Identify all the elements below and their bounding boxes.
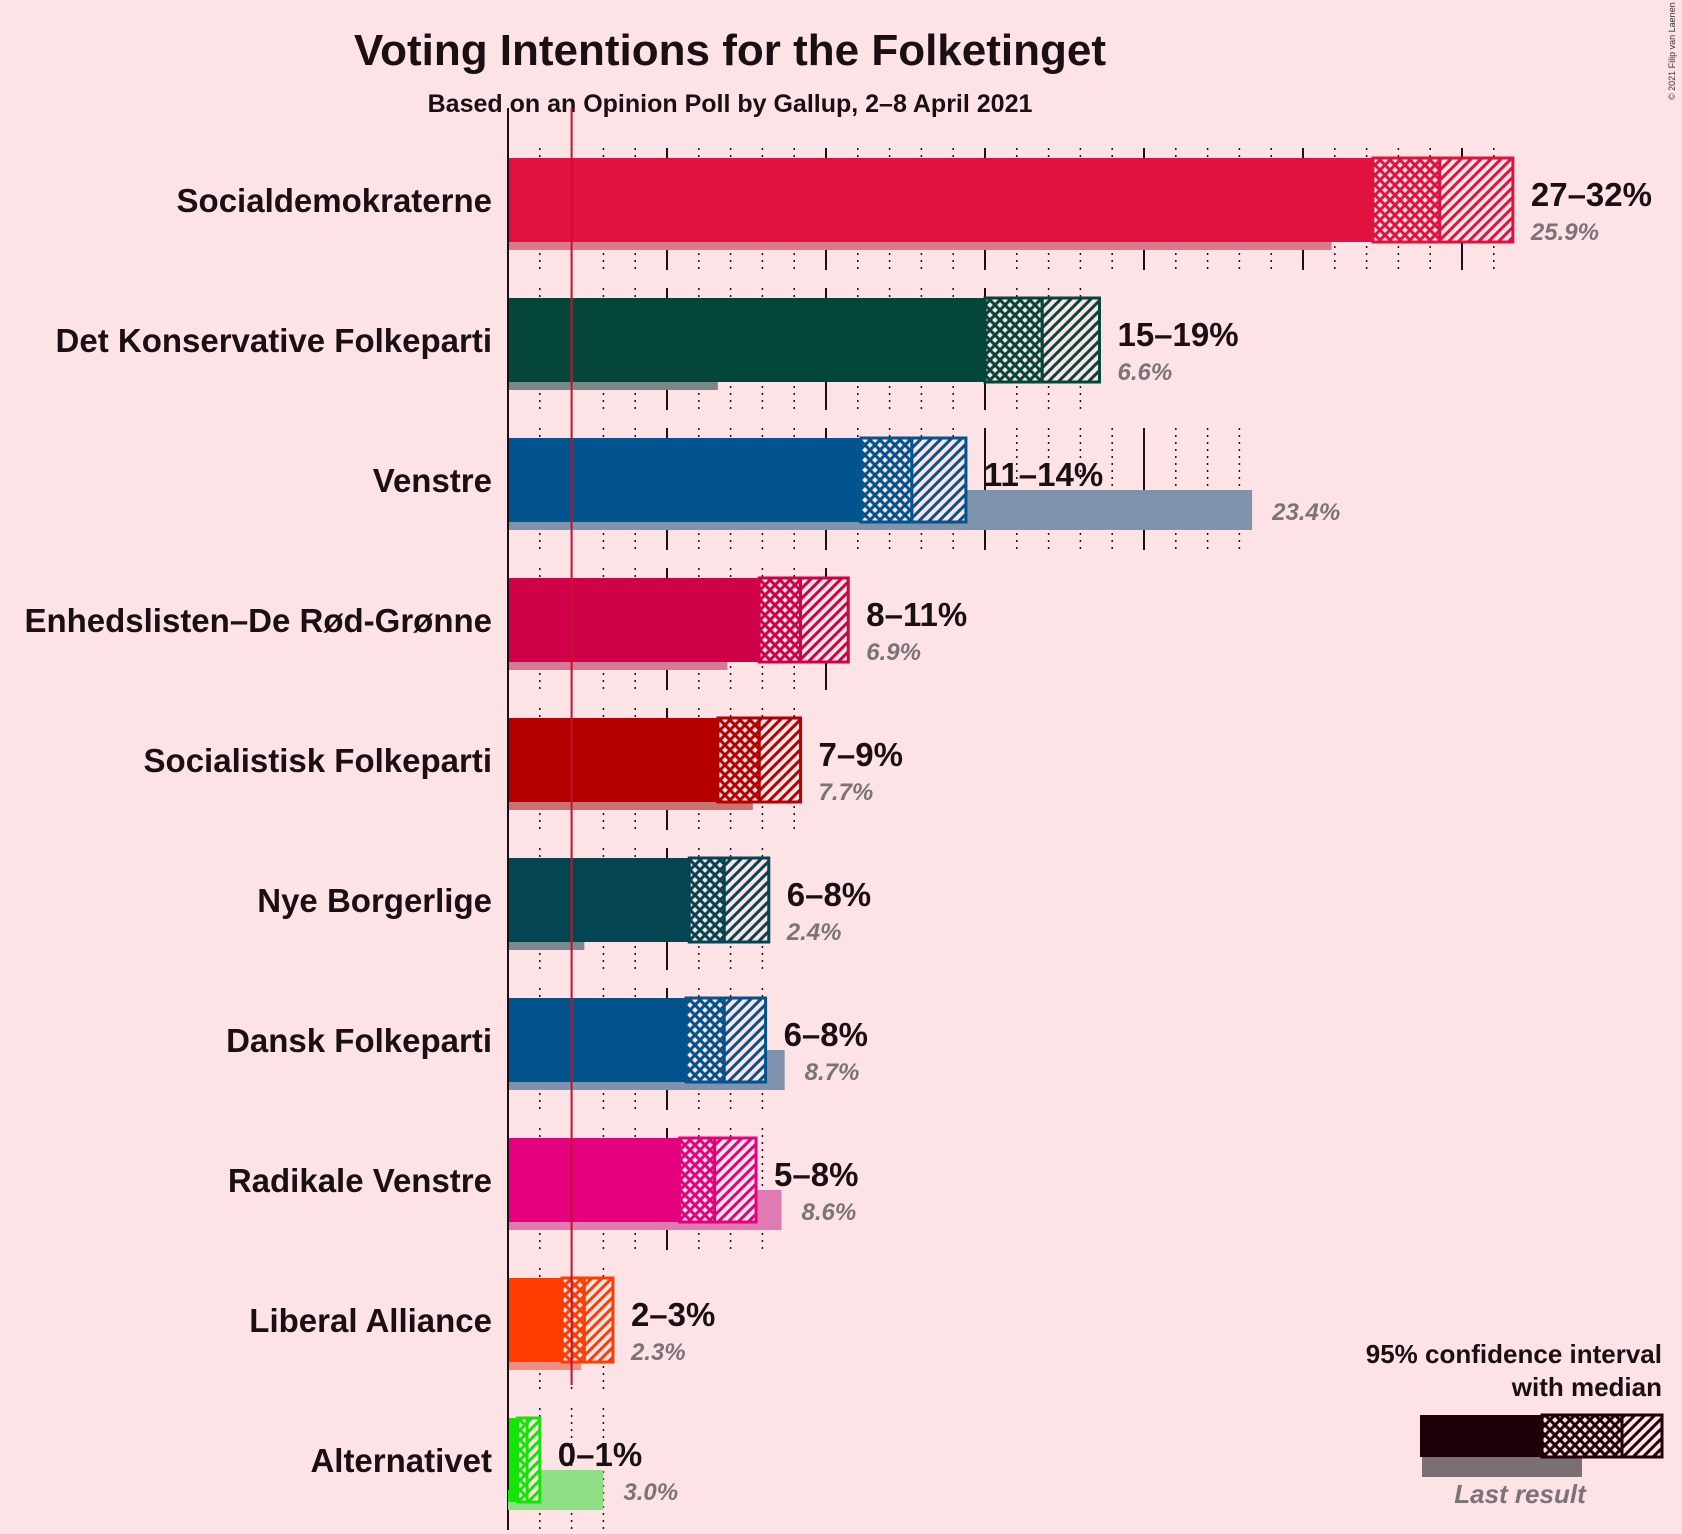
last-result-label: 8.6% xyxy=(801,1199,856,1226)
party-label: Socialdemokraterne xyxy=(177,182,492,219)
ci-bar-hatch xyxy=(910,436,968,524)
last-result-label: 8.7% xyxy=(805,1059,860,1086)
ci-bar-crosshatch xyxy=(684,996,726,1084)
threshold-line xyxy=(507,108,573,1490)
range-label: 0–1% xyxy=(558,1436,642,1473)
ci-bar-solid xyxy=(508,1138,680,1222)
legend-title-line2: with median xyxy=(1511,1372,1662,1402)
ci-bar-crosshatch xyxy=(757,576,803,664)
legend-bar-solid xyxy=(1420,1415,1542,1457)
ci-bar-hatch xyxy=(722,856,771,944)
party-label: Socialistisk Folkeparti xyxy=(144,742,492,779)
ci-bar-solid xyxy=(508,1278,563,1362)
ci-bar-crosshatch xyxy=(687,856,726,944)
range-label: 5–8% xyxy=(774,1156,858,1193)
ci-bar-crosshatch xyxy=(983,296,1044,384)
party-label: Det Konservative Folkeparti xyxy=(56,322,492,359)
last-result-label: 2.3% xyxy=(630,1339,686,1366)
ci-bar-hatch xyxy=(525,1416,542,1504)
party-label: Liberal Alliance xyxy=(249,1302,492,1339)
party-label: Enhedslisten–De Rød-Grønne xyxy=(24,602,492,639)
ci-bar-hatch xyxy=(713,1136,758,1224)
ci-bar-solid xyxy=(508,1418,518,1502)
ci-bar-hatch xyxy=(582,1276,615,1364)
ci-bar-solid xyxy=(508,998,687,1082)
ci-bar-crosshatch xyxy=(716,716,761,804)
ci-bar-hatch xyxy=(1438,156,1515,244)
ci-bar-hatch xyxy=(1040,296,1101,384)
range-label: 6–8% xyxy=(787,876,871,913)
ci-bar-crosshatch xyxy=(560,1276,586,1364)
legend-last-result-label: Last result xyxy=(1454,1479,1587,1509)
range-label: 11–14% xyxy=(984,456,1103,493)
legend-bar-hatch xyxy=(1620,1413,1664,1459)
ci-bar-hatch xyxy=(757,716,803,804)
ci-bar-solid xyxy=(508,578,760,662)
ci-bar-crosshatch xyxy=(859,436,914,524)
ci-bar-solid xyxy=(508,298,985,382)
range-label: 7–9% xyxy=(819,736,903,773)
ci-bar-solid xyxy=(508,718,718,802)
range-label: 2–3% xyxy=(631,1296,715,1333)
range-label: 8–11% xyxy=(866,596,967,633)
range-label: 15–19% xyxy=(1117,316,1238,353)
party-label: Venstre xyxy=(373,462,492,499)
ci-bar-solid xyxy=(508,858,690,942)
ci-bar-crosshatch xyxy=(678,1136,717,1224)
last-result-label: 2.4% xyxy=(786,919,842,946)
ci-bar-hatch xyxy=(722,996,768,1084)
party-label: Radikale Venstre xyxy=(228,1162,492,1199)
party-label: Alternativet xyxy=(310,1442,492,1479)
copyright-note: © 2021 Filip van Laenen xyxy=(1667,2,1677,100)
chart-title: Voting Intentions for the Folketinget xyxy=(354,26,1106,75)
last-result-label: 6.9% xyxy=(866,639,921,666)
last-result-label: 3.0% xyxy=(623,1479,678,1506)
range-label: 6–8% xyxy=(784,1016,868,1053)
chart-subtitle: Based on an Opinion Poll by Gallup, 2–8 … xyxy=(428,90,1033,118)
ci-bar-solid xyxy=(508,438,861,522)
bars: Socialdemokraterne 27–32% 25.9% Det Konserv… xyxy=(24,156,1652,1510)
legend: 95% confidence interval with median Last… xyxy=(1366,1339,1664,1509)
last-result-label: 25.9% xyxy=(1530,219,1599,246)
legend-bar-crosshatch xyxy=(1540,1413,1624,1459)
last-result-label: 7.7% xyxy=(819,779,874,806)
range-label: 27–32% xyxy=(1531,176,1652,213)
party-label: Nye Borgerlige xyxy=(257,882,492,919)
last-result-label: 23.4% xyxy=(1271,499,1340,526)
party-label: Dansk Folkeparti xyxy=(226,1022,492,1059)
legend-title-line1: 95% confidence interval xyxy=(1366,1339,1662,1369)
ci-bar-hatch xyxy=(799,576,850,664)
ci-bar-solid xyxy=(508,158,1373,242)
ci-bar-crosshatch xyxy=(1371,156,1442,244)
last-result-label: 6.6% xyxy=(1117,359,1172,386)
